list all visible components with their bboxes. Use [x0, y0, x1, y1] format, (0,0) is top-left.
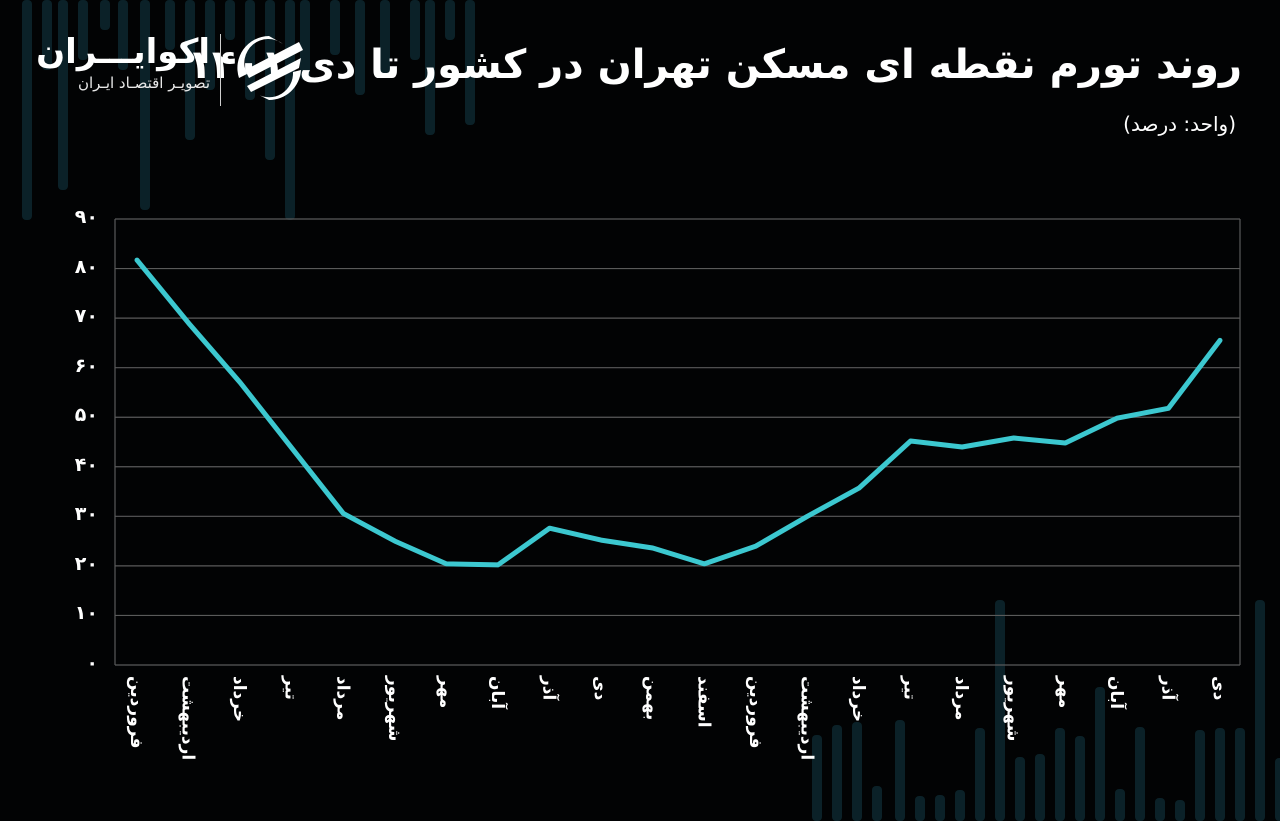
decor-bar	[42, 0, 52, 70]
x-tick-label: اردیبهشت	[796, 676, 817, 761]
x-tick-label: آبان	[1105, 676, 1126, 710]
decor-bar	[1255, 600, 1265, 821]
decor-bar	[300, 0, 310, 80]
x-tick-label: شهریور	[1002, 676, 1023, 742]
header: روند تورم نقطه ای مسکن تهران در کشور تا …	[0, 0, 1280, 200]
logo-tagline: تصویـر اقتصـاد ایـران	[77, 74, 210, 92]
decor-bar	[465, 0, 475, 125]
decor-bar	[330, 0, 340, 55]
decor-bar	[355, 0, 365, 95]
decor-bar	[1175, 800, 1185, 821]
decor-bar	[955, 790, 965, 821]
decor-bar	[58, 0, 68, 190]
chart-unit-subtitle: (واحد: درصد)	[1123, 112, 1236, 136]
x-tick-label: فروردین	[126, 676, 146, 749]
x-tick-label: آبان	[487, 676, 507, 710]
ecoiran-logo-icon	[237, 36, 303, 101]
decor-bar	[410, 0, 420, 60]
decor-bar	[1235, 728, 1245, 821]
x-tick-label: آذر	[538, 676, 559, 701]
x-tick-label: شهریور	[383, 676, 404, 742]
decor-bar	[425, 0, 435, 135]
y-tick-label: ۹۰	[74, 206, 98, 228]
y-tick-label: ۶۰	[74, 354, 98, 377]
y-tick-label: ۳۰	[74, 503, 98, 526]
decor-bar	[1075, 736, 1085, 821]
y-tick-label: ۱۰	[74, 602, 98, 625]
x-tick-label: دی	[590, 676, 611, 701]
y-tick-label: ۸۰	[74, 255, 98, 278]
x-tick-label: خرداد	[229, 676, 250, 723]
x-tick-label: مرداد	[332, 676, 353, 721]
x-tick-label: فروردین	[744, 676, 765, 749]
y-tick-label: ۷۰	[74, 305, 98, 328]
chart-title: روند تورم نقطه ای مسکن تهران در کشور تا …	[187, 42, 1242, 88]
x-tick-label: تیر	[899, 676, 920, 700]
decor-bar	[1035, 754, 1045, 821]
decor-bar	[812, 735, 822, 821]
x-tick-label: خرداد	[848, 676, 868, 723]
decor-bar	[915, 796, 925, 821]
logo-text: اکوایـــران تصویـر اقتصـاد ایـران	[36, 32, 210, 94]
decor-bar	[1095, 687, 1105, 821]
decor-bar	[185, 0, 195, 140]
y-tick-label: ۲۰	[74, 552, 98, 575]
decor-bar	[22, 0, 32, 220]
decor-bar	[1115, 789, 1125, 821]
y-tick-label: ۴۰	[74, 453, 98, 476]
logo-name: اکوایـــران	[36, 32, 210, 72]
decor-bar	[1015, 757, 1025, 821]
brand-logo: اکوایـــران تصویـر اقتصـاد ایـران	[36, 32, 320, 107]
logo-divider	[220, 34, 221, 106]
series-line	[134, 257, 1223, 568]
decor-bar	[872, 786, 882, 821]
decor-bar	[140, 0, 150, 210]
decor-bar	[895, 720, 905, 821]
x-tick-label: اردیبهشت	[177, 676, 198, 761]
decor-bar	[100, 0, 110, 30]
decor-bar	[935, 795, 945, 821]
decor-bar	[225, 0, 235, 40]
decor-bar	[78, 0, 88, 60]
decor-bar	[1155, 798, 1165, 821]
decor-bar	[205, 0, 215, 90]
decor-bar	[445, 0, 455, 40]
x-tick-label: بهمن	[641, 676, 662, 721]
decor-bar	[852, 722, 862, 821]
x-tick-label: مرداد	[951, 676, 972, 721]
decor-bar	[118, 0, 128, 70]
decor-bar	[165, 0, 175, 50]
y-tick-label: ۵۰	[74, 404, 98, 427]
decor-bar	[380, 0, 390, 75]
x-tick-label: مهر	[435, 676, 456, 709]
y-tick-label: ۰	[86, 652, 98, 674]
decor-bar	[975, 728, 985, 821]
decor-bar	[1055, 728, 1065, 821]
x-tick-label: مهر	[1054, 676, 1075, 709]
x-tick-label: آذر	[1157, 676, 1178, 701]
decor-bar	[995, 600, 1005, 821]
decor-bar	[1275, 758, 1280, 821]
x-tick-label: تیر	[280, 676, 301, 700]
decor-bar	[1135, 727, 1145, 821]
decor-bar	[1215, 728, 1225, 821]
decor-bar	[832, 725, 842, 821]
decor-bar	[1195, 730, 1205, 821]
x-tick-label: اسفند	[693, 676, 714, 728]
x-tick-label: دی	[1209, 676, 1229, 701]
